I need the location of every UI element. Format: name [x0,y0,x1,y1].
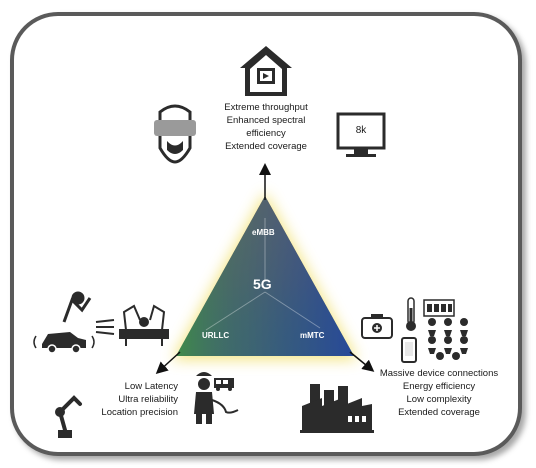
mmtc-feature-3: Low complexity [406,394,472,405]
urllc-feature-list: Low Latency Ultra reliability Location p… [96,380,178,419]
urllc-feature-2: Ultra reliability [118,394,178,405]
core-5g-label: 5G [253,276,272,292]
5g-triangle [176,196,354,356]
smartphone-icon [401,337,417,363]
mmtc-feature-4: Extended coverage [398,407,480,418]
surgical-robot-icon [119,304,169,346]
embb-feature-3: efficiency [246,128,286,139]
mmtc-feature-1: Massive device connections [379,368,499,379]
mmtc-feature-list: Massive device connections Energy effici… [372,367,506,419]
fire-truck-icon [214,378,234,391]
factory-icon [300,384,374,433]
vr-headset-icon [154,104,196,164]
urllc-label: URLLC [202,331,230,340]
thermometer-icon [406,297,416,331]
embb-feature-4: Extended coverage [225,141,307,152]
embb-label: eMBB [252,228,275,237]
smart-home-icon [240,46,292,96]
embb-feature-1: Extreme throughput [224,102,308,113]
connected-car-icon [33,332,95,354]
embb-feature-2: Enhanced spectral [226,115,306,126]
firefighter-icon [194,372,239,424]
mmtc-feature-2: Energy efficiency [402,381,476,392]
meter-icon [423,299,455,317]
embb-feature-list: Extreme throughput Enhanced spectral eff… [206,101,326,153]
monitor-label: 8k [355,125,367,136]
urllc-arrow [155,351,181,375]
transfer-arrows-icon [95,319,115,335]
mmtc-label: mMTC [300,331,325,340]
monitor-icon [336,112,386,157]
urllc-feature-1: Low Latency [124,381,178,392]
urllc-feature-3: Location precision [101,407,178,418]
industrial-robot-icon [55,395,82,438]
sensor-cluster-icon [428,318,468,360]
robot-arm-icon [62,291,92,323]
mmtc-arrow [349,351,375,372]
medical-kit-icon [361,314,393,339]
